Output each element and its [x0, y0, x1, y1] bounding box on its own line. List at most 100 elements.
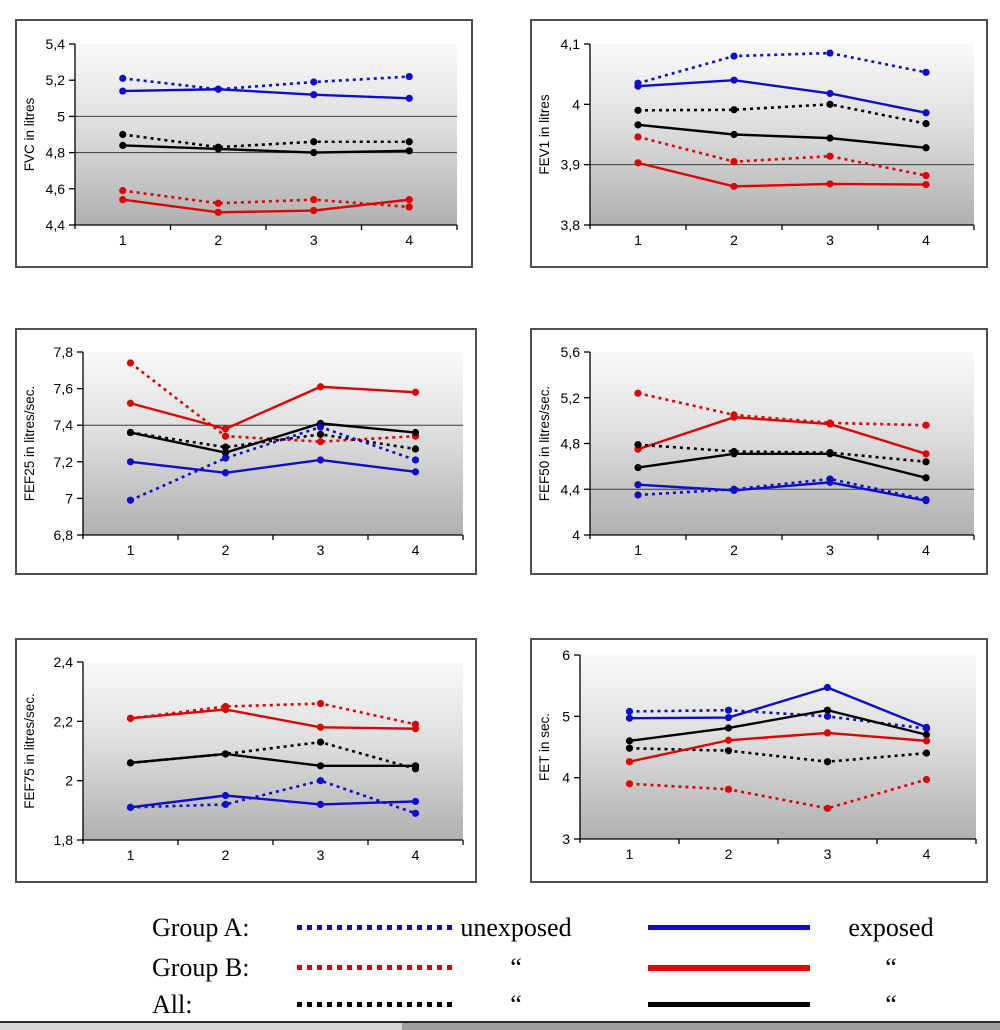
- x-tick-label: 2: [222, 847, 230, 863]
- x-tick-label: 3: [317, 847, 325, 863]
- x-tick-label: 2: [222, 542, 230, 558]
- series-all-exposed: [119, 141, 413, 157]
- y-tick-label: 5,4: [46, 36, 66, 52]
- legend-ditto-exposed-all: “: [885, 990, 897, 1019]
- x-tick-label: 4: [922, 232, 930, 248]
- chart-fef75: 2,4 2,2 2 1,8 1 2 3 4 FEF75 in litres/sec.: [22, 654, 464, 863]
- plot-area: [83, 352, 463, 535]
- plot-area: [83, 662, 463, 840]
- y-tick-label: 4: [562, 770, 570, 786]
- y-axis-title: FET in sec.: [537, 713, 552, 781]
- x-tick-label: 1: [634, 542, 642, 558]
- chart-panel-fef75: 2,4 2,2 2 1,8 1 2 3 4 FEF75 in litres/sec.: [15, 638, 477, 883]
- series-group-a-exposed: [126, 456, 420, 477]
- bottom-strip-right: [402, 1023, 1000, 1030]
- y-tick-label: 2,4: [54, 654, 74, 670]
- legend-row-all: All: “ “: [0, 990, 1000, 1024]
- y-tick-label: 1,8: [54, 832, 74, 848]
- y-tick-label: 4: [572, 527, 580, 543]
- y-tick-label: 7,6: [54, 381, 74, 397]
- y-tick-label: 7: [65, 490, 73, 506]
- plot-area: [580, 655, 976, 839]
- legend-ditto-unexposed-b: “: [510, 953, 522, 982]
- series-all-exposed: [625, 706, 931, 745]
- series-all-exposed: [126, 750, 420, 770]
- y-tick-label: 3,9: [561, 157, 581, 173]
- legend-exposed-label: exposed: [848, 913, 934, 942]
- series-group-a-exposed: [126, 791, 420, 811]
- series-group-b-exposed: [126, 383, 420, 433]
- y-tick-label: 4,4: [46, 217, 66, 233]
- plot-area: [590, 44, 974, 225]
- y-tick-label: 4,1: [561, 36, 581, 52]
- series-group-a-exposed: [119, 85, 413, 102]
- y-axis-title: FEF25 in litres/sec.: [22, 386, 37, 502]
- y-tick-label: 4: [572, 96, 580, 112]
- legend-all-label: All:: [152, 990, 193, 1019]
- chart-panel-fet: 6 5 4 3 1 2 3 4 FET in sec.: [530, 638, 988, 883]
- series-all-exposed: [634, 450, 930, 482]
- x-tick-label: 1: [626, 846, 634, 862]
- chart-panel-fev1: 4,1 4 3,9 3,8 1 2 3 4 FEV1 in litres: [530, 19, 988, 268]
- x-tick-label: 3: [317, 542, 325, 558]
- y-axis-title: FEF50 in litres/sec.: [537, 386, 552, 502]
- y-tick-label: 5: [57, 108, 65, 124]
- series-all-exposed: [126, 419, 420, 457]
- y-tick-label: 7,2: [54, 454, 74, 470]
- legend-group-b-label: Group B:: [152, 953, 250, 982]
- x-tick-label: 3: [826, 232, 834, 248]
- legend-ditto-unexposed-all: “: [510, 990, 522, 1019]
- legend-group-b-dashed-sample: [297, 965, 455, 970]
- series-group-b-unexposed: [119, 187, 413, 211]
- x-tick-label: 4: [923, 846, 931, 862]
- y-tick-label: 4,8: [561, 436, 581, 452]
- legend-all-solid-sample: [648, 1002, 810, 1007]
- y-tick-label: 4,4: [561, 481, 581, 497]
- series-group-b-exposed: [126, 705, 420, 733]
- series-group-a-exposed: [634, 76, 930, 117]
- legend-group-b-solid-sample: [648, 965, 810, 971]
- series-group-a-exposed: [634, 478, 930, 505]
- x-tick-label: 4: [412, 847, 420, 863]
- plot-area: [75, 44, 457, 225]
- y-tick-label: 4,6: [46, 181, 66, 197]
- legend-group-a-label: Group A:: [152, 913, 250, 942]
- series-all-unexposed: [625, 744, 931, 766]
- legend-row-group-a: Group A: unexposed exposed: [0, 913, 1000, 947]
- x-tick-label: 4: [922, 542, 930, 558]
- x-tick-label: 1: [127, 542, 135, 558]
- y-tick-label: 7,8: [54, 344, 74, 360]
- legend-group-a-dashed-sample: [297, 925, 455, 930]
- x-tick-label: 4: [405, 232, 413, 248]
- chart-fvc: 5,4 5,2 5 4,8 4,6 4,4 1 2 3 4 FVC in litres: [22, 36, 458, 248]
- series-group-b-exposed: [634, 159, 930, 190]
- legend-ditto-exposed-b: “: [885, 953, 897, 982]
- series-group-b-exposed: [625, 729, 931, 766]
- y-tick-label: 3,8: [561, 217, 581, 233]
- series-group-a-exposed: [625, 683, 931, 731]
- x-tick-label: 2: [725, 846, 733, 862]
- chart-panel-fef50: 5,6 5,2 4,8 4,4 4 1 2 3 4 FEF50 in litres/sec.: [530, 328, 988, 575]
- series-group-a-unexposed: [126, 423, 420, 504]
- y-tick-label: 6,8: [54, 527, 74, 543]
- y-tick-label: 3: [562, 831, 570, 847]
- bottom-strip-left: [0, 1023, 402, 1030]
- x-tick-label: 1: [127, 847, 135, 863]
- chart-panel-fef25: 7,8 7,6 7,4 7,2 7 6,8 1 2 3 4 FEF25 in litres/sec.: [15, 328, 477, 575]
- y-tick-label: 7,4: [54, 417, 74, 433]
- x-tick-label: 2: [214, 232, 222, 248]
- x-tick-label: 3: [826, 542, 834, 558]
- plot-area: [590, 352, 974, 535]
- y-tick-label: 5,2: [46, 72, 66, 88]
- x-tick-label: 2: [730, 232, 738, 248]
- x-tick-label: 4: [412, 542, 420, 558]
- series-all-exposed: [634, 121, 930, 152]
- x-tick-label: 3: [310, 232, 318, 248]
- y-tick-label: 5,6: [561, 344, 581, 360]
- legend-group-a-solid-sample: [648, 925, 810, 930]
- chart-fef50: 5,6 5,2 4,8 4,4 4 1 2 3 4 FEF50 in litres/sec.: [537, 344, 975, 558]
- chart-fev1: 4,1 4 3,9 3,8 1 2 3 4 FEV1 in litres: [537, 36, 975, 248]
- y-tick-label: 5: [562, 708, 570, 724]
- series-group-a-unexposed: [634, 49, 930, 87]
- y-axis-title: FEV1 in litres: [537, 94, 552, 175]
